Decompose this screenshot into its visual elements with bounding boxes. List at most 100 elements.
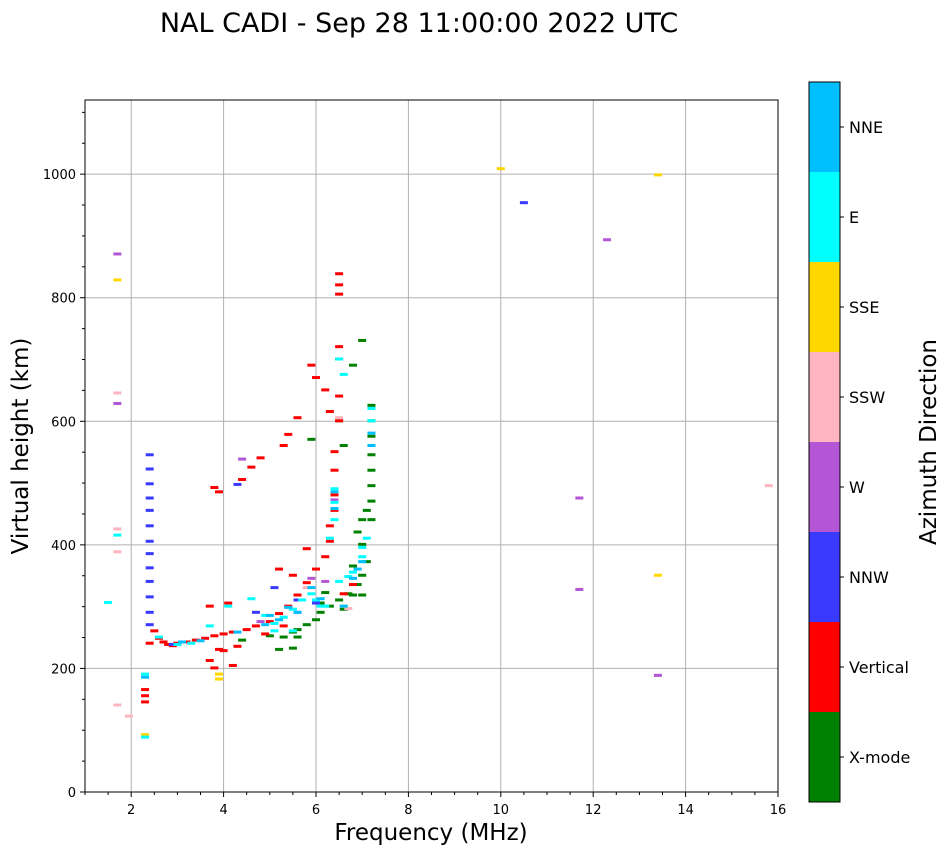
data-point <box>279 635 288 639</box>
data-point <box>275 618 284 622</box>
data-point <box>312 376 320 380</box>
data-point <box>344 574 353 578</box>
chart-title: NAL CADI - Sep 28 11:00:00 2022 UTC <box>160 8 678 39</box>
data-point <box>145 539 154 543</box>
data-point <box>302 547 311 551</box>
data-point <box>113 401 122 405</box>
data-point <box>293 610 302 614</box>
data-point <box>275 567 284 571</box>
data-point <box>145 496 154 500</box>
x-axis-label: Frequency (MHz) <box>334 820 527 846</box>
data-point <box>145 566 154 570</box>
data-point <box>325 536 334 540</box>
data-point <box>145 623 154 627</box>
data-point <box>367 484 376 488</box>
colorbar-swatch <box>809 442 840 532</box>
data-point <box>173 642 182 646</box>
data-point <box>312 601 320 605</box>
data-point <box>335 394 344 398</box>
data-point <box>339 607 348 611</box>
colorbar-swatch <box>809 172 840 262</box>
colorbar-tick-label: W <box>849 478 865 497</box>
data-point <box>251 624 260 628</box>
data-point <box>265 620 274 624</box>
data-point <box>284 432 293 436</box>
data-point <box>653 573 662 577</box>
colorbar-tick-label: NNW <box>849 568 889 587</box>
data-point <box>247 597 256 601</box>
plot-frame <box>84 99 779 793</box>
data-point <box>113 533 122 537</box>
data-point <box>330 518 339 522</box>
data-point <box>764 484 773 488</box>
data-point <box>288 646 297 650</box>
data-point <box>210 634 219 638</box>
x-tick-label: 2 <box>127 803 135 818</box>
data-point <box>367 468 376 472</box>
data-point <box>187 641 196 645</box>
data-point <box>335 272 344 276</box>
data-point <box>348 593 357 597</box>
colorbar-tick-label: E <box>849 208 859 227</box>
data-point <box>238 477 247 481</box>
data-point <box>316 604 325 608</box>
data-point <box>279 624 288 628</box>
data-point <box>233 644 242 648</box>
colorbar-swatch <box>809 82 840 172</box>
y-tick-label: 200 <box>51 662 76 677</box>
x-tick-label: 16 <box>770 803 787 818</box>
data-point <box>316 610 325 614</box>
data-point <box>182 640 191 644</box>
data-point <box>214 490 223 494</box>
data-point <box>321 579 330 583</box>
data-point <box>275 612 284 616</box>
data-point <box>178 640 187 644</box>
data-point <box>330 490 339 494</box>
data-point <box>312 598 320 602</box>
data-point <box>367 434 376 438</box>
data-point <box>141 700 150 704</box>
data-point <box>261 613 270 617</box>
data-point <box>233 482 242 486</box>
data-point <box>367 453 376 457</box>
y-axis-label: Virtual height (km) <box>8 338 34 555</box>
data-point <box>307 576 316 580</box>
data-point <box>367 499 376 503</box>
data-point <box>293 628 302 632</box>
data-point <box>330 468 339 472</box>
colorbar-frame <box>808 81 841 803</box>
data-point <box>293 598 302 602</box>
data-point <box>256 620 265 624</box>
data-point <box>330 500 339 504</box>
data-point <box>362 560 371 564</box>
colorbar-swatch <box>809 622 840 712</box>
data-point <box>219 632 228 636</box>
x-tick-label: 6 <box>312 803 320 818</box>
data-point <box>367 518 376 522</box>
x-tick-label: 12 <box>585 803 602 818</box>
data-point <box>145 524 154 528</box>
data-point <box>275 647 284 651</box>
data-point <box>348 570 357 574</box>
data-point <box>214 677 223 681</box>
data-point <box>261 623 270 627</box>
data-point <box>228 663 237 667</box>
data-point <box>113 527 122 531</box>
data-point <box>358 545 367 549</box>
data-point <box>335 283 344 287</box>
data-point <box>321 591 330 595</box>
data-point <box>279 444 288 447</box>
data-point <box>325 524 334 528</box>
data-point <box>335 345 344 349</box>
data-point <box>224 601 233 605</box>
data-point <box>141 735 150 739</box>
data-point <box>210 666 219 670</box>
data-point <box>256 456 265 460</box>
data-point <box>358 560 367 564</box>
data-point <box>307 592 316 596</box>
data-point <box>367 419 376 423</box>
data-point <box>312 618 320 622</box>
data-point <box>265 613 274 617</box>
colorbar-tick-label: Vertical <box>849 658 909 677</box>
